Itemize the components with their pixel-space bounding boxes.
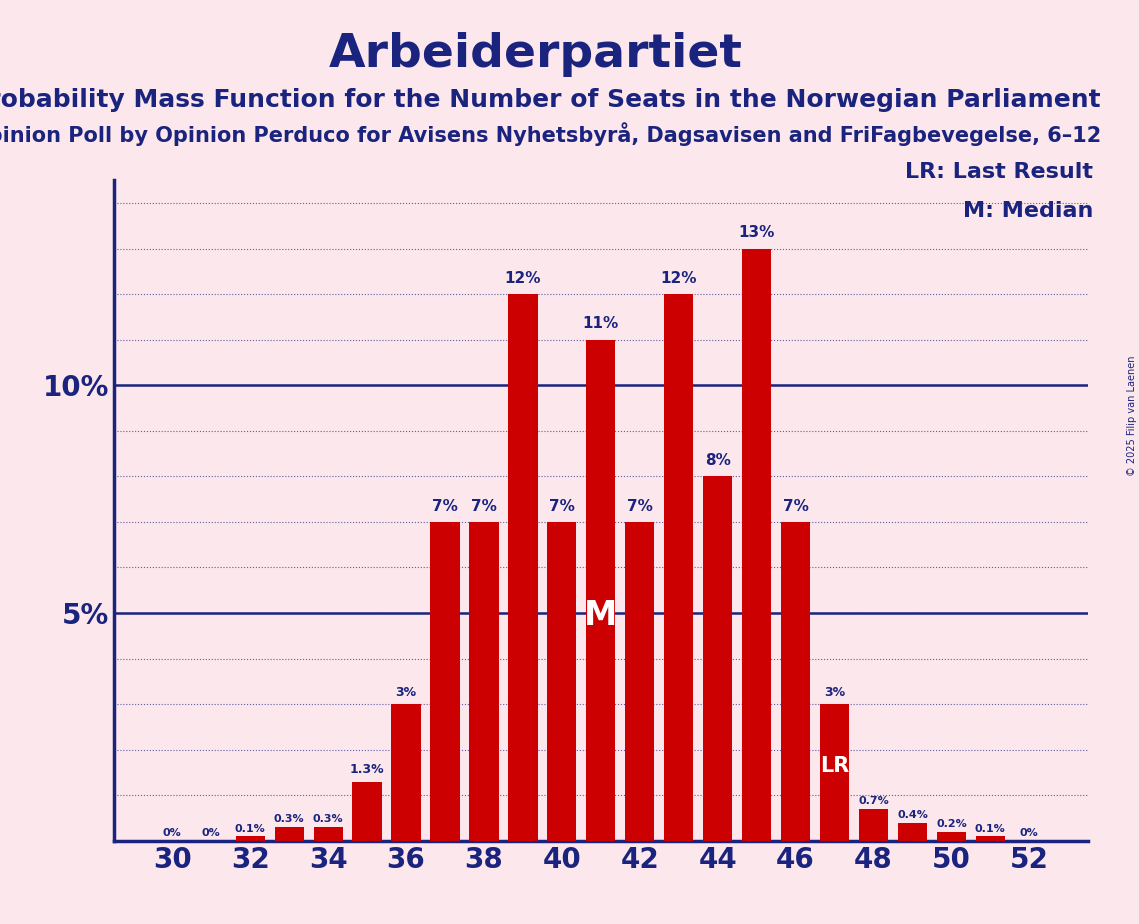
- Text: 3%: 3%: [395, 686, 417, 699]
- Text: 0.1%: 0.1%: [235, 823, 265, 833]
- Text: 13%: 13%: [738, 225, 775, 240]
- Text: 12%: 12%: [661, 271, 697, 286]
- Text: 0.1%: 0.1%: [975, 823, 1006, 833]
- Text: Arbeiderpartiet: Arbeiderpartiet: [328, 32, 743, 78]
- Text: Probability Mass Function for the Number of Seats in the Norwegian Parliament: Probability Mass Function for the Number…: [0, 88, 1100, 112]
- Bar: [274, 827, 304, 841]
- Text: 12%: 12%: [505, 271, 541, 286]
- Bar: [469, 522, 499, 841]
- Bar: [625, 522, 655, 841]
- Bar: [703, 477, 732, 841]
- Text: M: M: [584, 599, 617, 632]
- Text: 0.2%: 0.2%: [936, 819, 967, 829]
- Bar: [547, 522, 576, 841]
- Text: 0%: 0%: [202, 828, 221, 838]
- Bar: [392, 704, 420, 841]
- Text: 0.3%: 0.3%: [273, 814, 304, 824]
- Bar: [313, 827, 343, 841]
- Bar: [236, 836, 265, 841]
- Bar: [352, 782, 382, 841]
- Text: 0%: 0%: [1019, 828, 1039, 838]
- Text: 0.4%: 0.4%: [898, 809, 928, 820]
- Text: 3%: 3%: [823, 686, 845, 699]
- Text: 7%: 7%: [626, 499, 653, 514]
- Text: 0.3%: 0.3%: [313, 814, 344, 824]
- Text: 0.7%: 0.7%: [858, 796, 888, 807]
- Text: 7%: 7%: [472, 499, 497, 514]
- Text: 7%: 7%: [549, 499, 575, 514]
- Text: 7%: 7%: [432, 499, 458, 514]
- Bar: [741, 249, 771, 841]
- Text: 8%: 8%: [705, 453, 730, 468]
- Text: 11%: 11%: [583, 316, 618, 332]
- Bar: [976, 836, 1005, 841]
- Bar: [664, 294, 694, 841]
- Text: 7%: 7%: [782, 499, 809, 514]
- Text: 1.3%: 1.3%: [350, 763, 384, 776]
- Bar: [936, 832, 966, 841]
- Bar: [508, 294, 538, 841]
- Bar: [859, 808, 888, 841]
- Bar: [898, 822, 927, 841]
- Text: Opinion Poll by Opinion Perduco for Avisens Nyhetsbyrå, Dagsavisen and FriFagbev: Opinion Poll by Opinion Perduco for Avis…: [0, 122, 1101, 146]
- Bar: [781, 522, 810, 841]
- Bar: [587, 340, 615, 841]
- Bar: [431, 522, 460, 841]
- Text: LR: Last Result: LR: Last Result: [906, 162, 1093, 182]
- Text: © 2025 Filip van Laenen: © 2025 Filip van Laenen: [1126, 356, 1137, 476]
- Bar: [820, 704, 850, 841]
- Text: LR: LR: [820, 756, 850, 775]
- Text: 0%: 0%: [163, 828, 182, 838]
- Text: M: Median: M: Median: [964, 201, 1093, 222]
